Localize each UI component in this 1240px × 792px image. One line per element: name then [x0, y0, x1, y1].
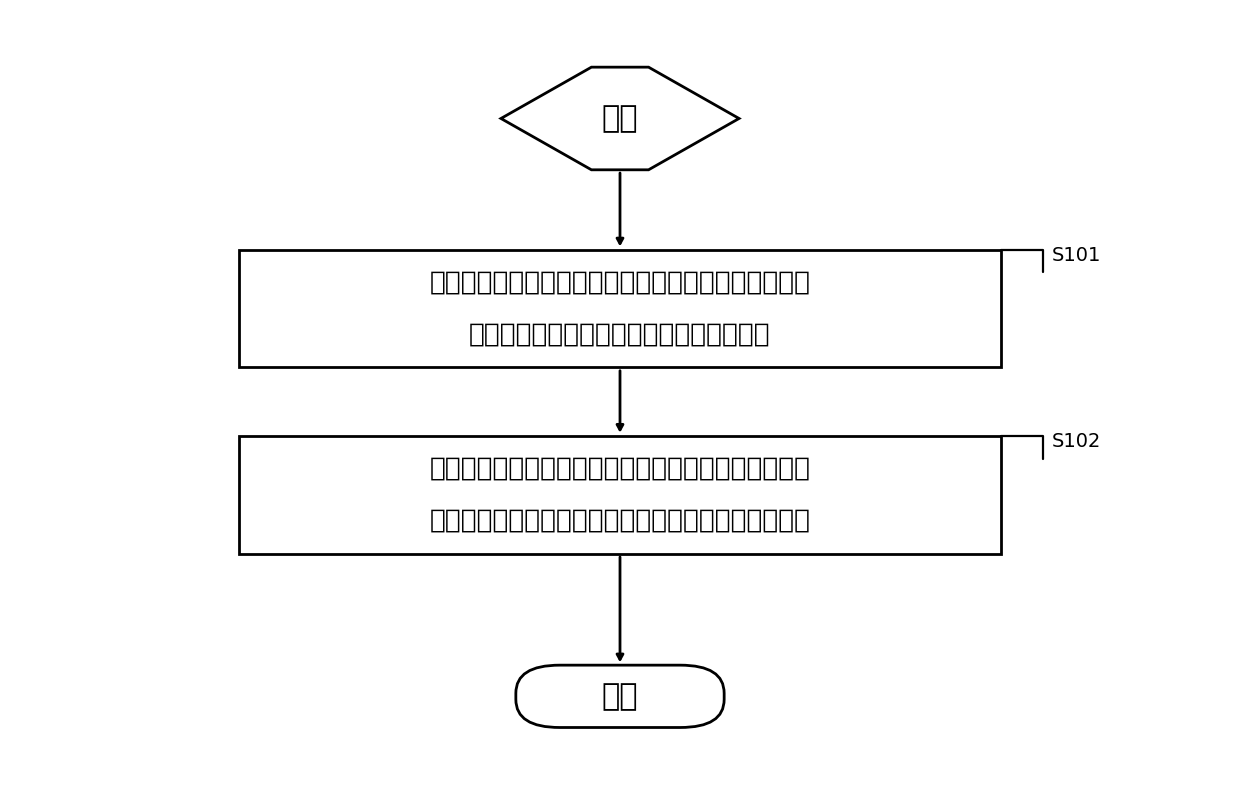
Text: 结束: 结束 — [601, 682, 639, 711]
Text: S102: S102 — [1052, 432, 1101, 451]
Bar — [239, 436, 1001, 554]
Text: 算值，以调整所述集群存储系统中重传超时计时器的值: 算值，以调整所述集群存储系统中重传超时计时器的值 — [429, 508, 811, 534]
Text: S101: S101 — [1052, 246, 1101, 265]
Bar — [239, 249, 1001, 367]
FancyBboxPatch shape — [516, 665, 724, 728]
Text: 开始: 开始 — [601, 104, 639, 133]
Text: 为集群存储系统配置预设精度的内核时钟，并根据往返: 为集群存储系统配置预设精度的内核时钟，并根据往返 — [429, 269, 811, 295]
Polygon shape — [501, 67, 739, 169]
Text: 时延的采样值获取重传超时计时器的估算值: 时延的采样值获取重传超时计时器的估算值 — [469, 322, 771, 348]
Text: 基于所述预设精度的内核时钟应用重传超时计时器的估: 基于所述预设精度的内核时钟应用重传超时计时器的估 — [429, 456, 811, 482]
